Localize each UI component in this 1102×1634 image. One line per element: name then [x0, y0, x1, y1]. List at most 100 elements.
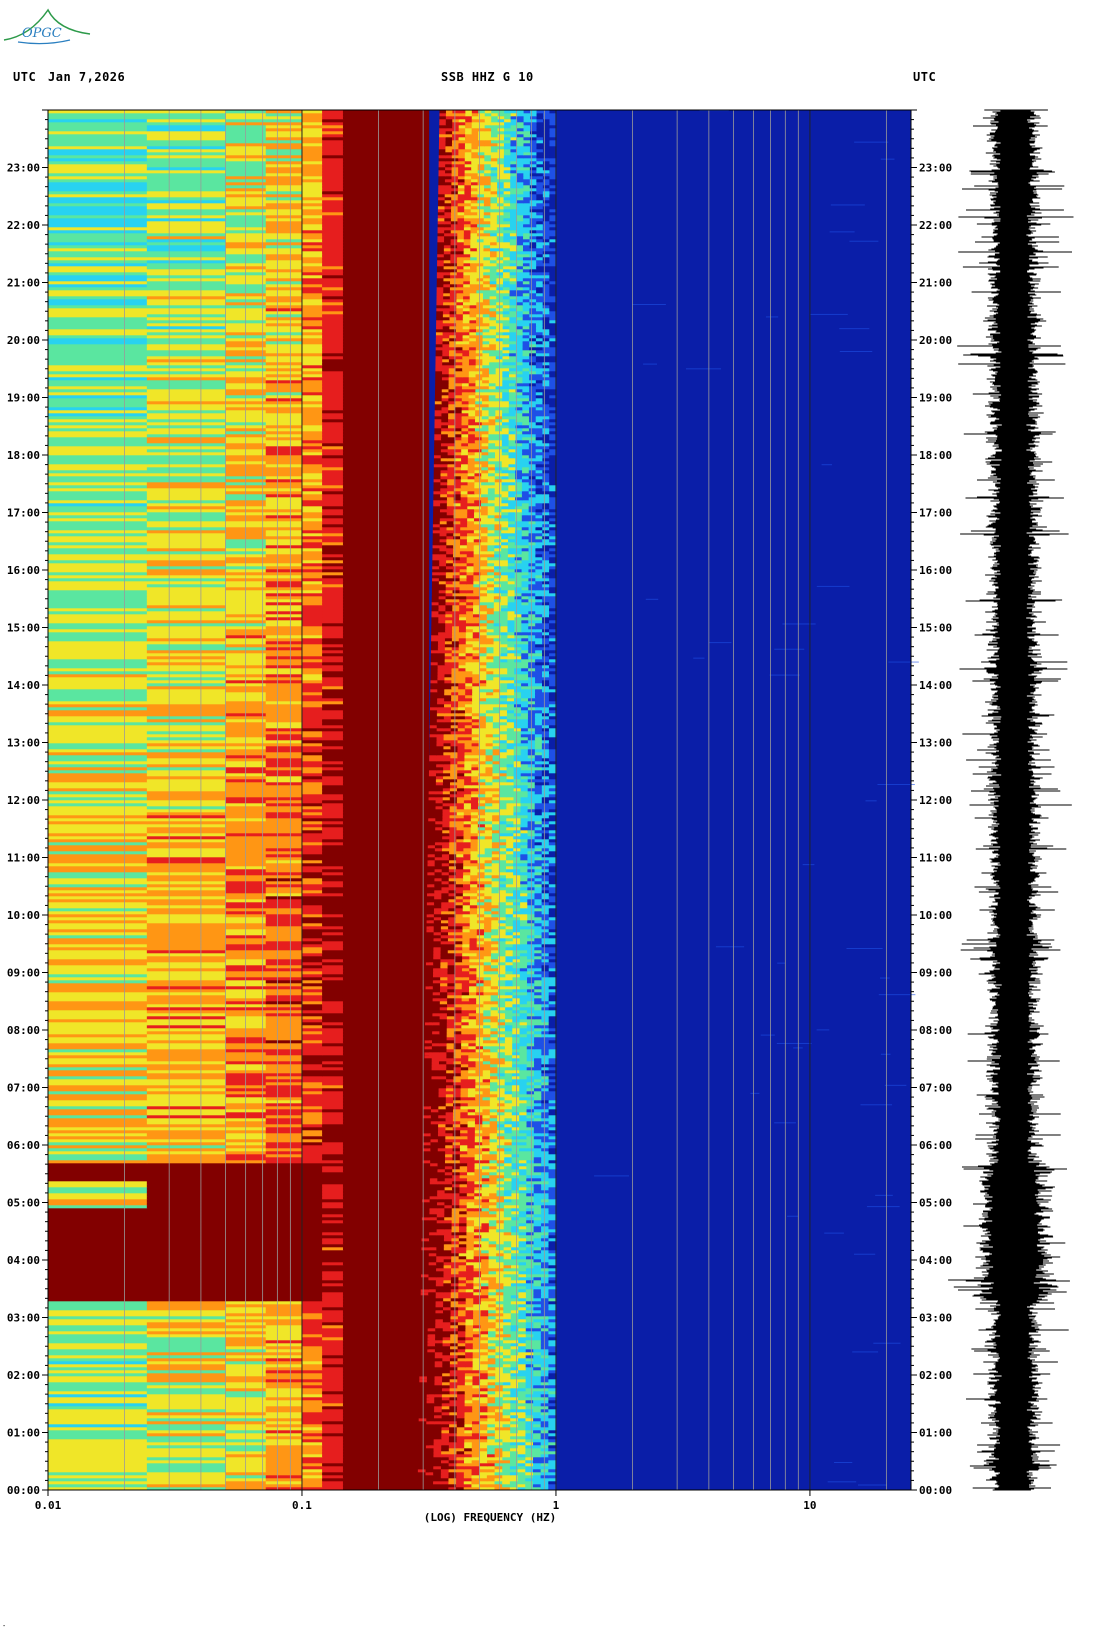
- heatmap-cell: [322, 1253, 344, 1257]
- heatmap-cell: [518, 1214, 527, 1218]
- heatmap-cell: [541, 1199, 550, 1203]
- heatmap-cell: [510, 1292, 519, 1296]
- heatmap-cell: [479, 1484, 488, 1488]
- heatmap-cell: [342, 917, 430, 921]
- heatmap-cell: [48, 1181, 148, 1185]
- heatmap-cell: [496, 1199, 505, 1203]
- heatmap-cell: [457, 1316, 467, 1320]
- heatmap-cell: [481, 1259, 490, 1263]
- heatmap-cell: [548, 1154, 557, 1158]
- heatmap-cell: [480, 1343, 489, 1347]
- heatmap-cell: [540, 1295, 549, 1299]
- heatmap-cell: [519, 1100, 528, 1104]
- heatmap-cell: [511, 1265, 520, 1269]
- heatmap-cell: [487, 1445, 496, 1449]
- heatmap-cell: [433, 1460, 442, 1464]
- heatmap-cell: [526, 986, 535, 990]
- heatmap-cell: [146, 953, 227, 957]
- heatmap-cell: [548, 1421, 557, 1425]
- heatmap-cell: [446, 1022, 455, 1026]
- heatmap-cell: [511, 1148, 520, 1152]
- heatmap-cell: [509, 1457, 519, 1461]
- heatmap-cell: [511, 1124, 520, 1128]
- heatmap-cell: [498, 950, 506, 954]
- heatmap-cell: [466, 1181, 475, 1185]
- heatmap-cell: [265, 962, 303, 966]
- heatmap-cell: [496, 1178, 505, 1182]
- heatmap-cell: [519, 1052, 528, 1056]
- heatmap-cell: [482, 1076, 491, 1080]
- heatmap-cell: [444, 1169, 453, 1173]
- heatmap-cell: [146, 1199, 227, 1203]
- heatmap-cell: [436, 1247, 445, 1251]
- heatmap-cell: [427, 1349, 436, 1353]
- heatmap-cell: [490, 1031, 499, 1035]
- heatmap-cell: [526, 1124, 535, 1128]
- heatmap-cell: [469, 974, 477, 978]
- heatmap-cell: [301, 908, 323, 912]
- heatmap-cell: [433, 959, 441, 963]
- heatmap-cell: [265, 1271, 303, 1275]
- heatmap-cell: [146, 1406, 227, 1410]
- heatmap-cell: [445, 1127, 454, 1131]
- heatmap-cell: [510, 1364, 519, 1368]
- heatmap-cell: [265, 1202, 303, 1206]
- heatmap-cell: [471, 1430, 481, 1434]
- heatmap-cell: [48, 998, 148, 1002]
- heatmap-cell: [472, 1397, 481, 1401]
- heatmap-cell: [541, 1076, 550, 1080]
- heatmap-cell: [526, 1235, 535, 1239]
- heatmap-cell: [430, 1112, 439, 1116]
- heatmap-cell: [322, 1013, 344, 1017]
- heatmap-cell: [533, 1100, 542, 1104]
- heatmap-cell: [482, 1070, 491, 1074]
- heatmap-cell: [517, 1475, 526, 1479]
- heatmap-cell: [533, 1091, 542, 1095]
- heatmap-cell: [442, 1313, 451, 1317]
- heatmap-cell: [146, 1385, 227, 1389]
- heatmap-cell: [457, 1340, 466, 1344]
- heatmap-cell: [48, 929, 148, 933]
- heatmap-cell: [342, 1457, 430, 1461]
- heatmap-cell: [439, 1058, 447, 1062]
- heatmap-cell: [342, 1196, 430, 1200]
- heatmap-cell: [265, 1382, 303, 1386]
- heatmap-cell: [510, 1406, 519, 1410]
- heatmap-cell: [301, 1301, 323, 1305]
- heatmap-cell: [504, 1082, 513, 1086]
- heatmap-cell: [437, 1157, 446, 1161]
- heatmap-cell: [540, 1331, 549, 1335]
- heatmap-cell: [461, 1013, 470, 1017]
- heatmap-cell: [265, 1055, 303, 1059]
- heatmap-cell: [48, 1436, 148, 1440]
- heatmap-cell: [511, 1175, 520, 1179]
- heatmap-cell: [487, 1439, 496, 1443]
- heatmap-cell: [419, 1358, 428, 1362]
- heatmap-cell: [342, 899, 430, 903]
- heatmap-cell: [494, 1415, 504, 1419]
- heatmap-cell: [426, 1433, 435, 1437]
- heatmap-cell: [449, 1382, 458, 1386]
- heatmap-cell: [467, 1166, 476, 1170]
- heatmap-cell: [460, 1139, 468, 1143]
- heatmap-cell: [468, 1055, 477, 1059]
- heatmap-cell: [462, 956, 470, 960]
- heatmap-cell: [301, 1457, 323, 1461]
- heatmap-cell: [481, 1163, 490, 1167]
- heatmap-cell: [301, 890, 323, 894]
- heatmap-cell: [525, 1337, 534, 1341]
- heatmap-cell: [146, 1277, 227, 1281]
- heatmap-cell: [519, 1046, 528, 1050]
- heatmap-cell: [471, 1439, 481, 1443]
- heatmap-cell: [342, 1319, 430, 1323]
- heatmap-cell: [526, 1067, 535, 1071]
- heatmap-cell: [265, 1376, 303, 1380]
- heatmap-cell: [504, 1175, 512, 1179]
- heatmap-cell: [456, 1451, 465, 1455]
- heatmap-cell: [519, 926, 528, 930]
- heatmap-cell: [494, 1478, 503, 1482]
- heatmap-cell: [533, 1157, 542, 1161]
- heatmap-cell: [512, 1031, 521, 1035]
- heatmap-cell: [496, 1238, 505, 1242]
- heatmap-cell: [548, 896, 557, 900]
